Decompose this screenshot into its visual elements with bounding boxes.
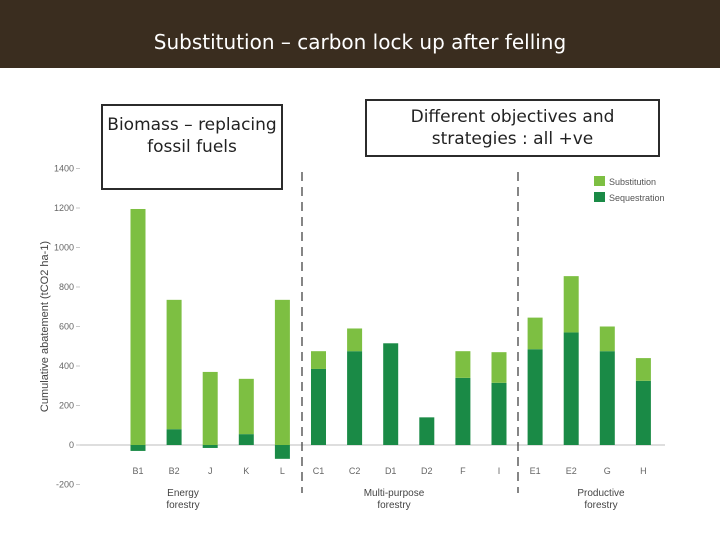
bar-sequestration-B2 [166, 429, 182, 445]
legend-swatch-substitution [594, 176, 605, 186]
bar-substitution-H [635, 358, 651, 381]
bar-substitution-L [274, 299, 290, 445]
x-tick-label: L [280, 466, 285, 476]
x-tick-label: E1 [530, 466, 541, 476]
y-tick-label: 1400 [54, 164, 74, 174]
legend-label-sequestration: Sequestration [609, 193, 665, 203]
group-label-line2: forestry [377, 500, 410, 511]
group-label-line1: Energy [167, 488, 199, 499]
bar-sequestration-H [635, 380, 651, 445]
bar-sequestration-C1 [311, 368, 326, 445]
x-tick-label: K [243, 466, 249, 476]
x-tick-label: J [208, 466, 213, 476]
y-tick-label: 800 [59, 282, 74, 292]
bar-substitution-E2 [563, 276, 579, 333]
group-label-line1: Multi-purpose [364, 488, 425, 499]
x-tick-label: D2 [421, 466, 433, 476]
slide-header: Substitution – carbon lock up after fell… [0, 0, 720, 68]
bar-sequestration-G [599, 351, 615, 445]
bar-sequestration-E2 [563, 332, 579, 445]
callout-objectives: Different objectives and strategies : al… [365, 99, 660, 157]
bar-substitution-G [599, 326, 615, 352]
bar-sequestration-J [202, 445, 218, 448]
y-tick-label: 400 [59, 361, 74, 371]
group-label-line1: Productive [577, 488, 625, 499]
legend-swatch-sequestration [594, 192, 605, 202]
x-tick-label: H [640, 466, 647, 476]
slide-title: Substitution – carbon lock up after fell… [153, 30, 567, 54]
y-tick-label: -200 [56, 480, 74, 490]
y-tick-label: 600 [59, 322, 74, 332]
bar-substitution-B1 [130, 208, 146, 445]
x-tick-label: B1 [132, 466, 143, 476]
bar-sequestration-L [274, 445, 290, 459]
bar-substitution-C2 [347, 328, 363, 352]
bar-sequestration-B1 [130, 445, 146, 451]
x-tick-label: C2 [349, 466, 361, 476]
y-tick-label: 200 [59, 401, 74, 411]
bar-sequestration-I [491, 382, 507, 445]
x-tick-label: B2 [169, 466, 180, 476]
y-tick-label: 0 [69, 440, 74, 450]
bar-sequestration-K [238, 434, 254, 445]
legend-label-substitution: Substitution [609, 177, 656, 187]
bar-substitution-C1 [311, 351, 326, 369]
group-label-line2: forestry [584, 500, 617, 511]
bar-substitution-B2 [166, 299, 182, 430]
bar-substitution-J [202, 371, 218, 445]
x-tick-label: G [604, 466, 611, 476]
y-tick-label: 1000 [54, 243, 74, 253]
bar-sequestration-D2 [419, 417, 435, 445]
y-tick-label: 1200 [54, 203, 74, 213]
x-tick-label: E2 [566, 466, 577, 476]
bar-substitution-I [491, 352, 507, 383]
bar-sequestration-E1 [527, 349, 543, 445]
bar-substitution-K [238, 378, 254, 435]
bar-sequestration-F [455, 377, 471, 445]
bar-substitution-E1 [527, 317, 543, 350]
bar-substitution-F [455, 351, 471, 378]
bar-sequestration-C2 [347, 351, 363, 445]
x-tick-label: C1 [313, 466, 325, 476]
group-label-line2: forestry [166, 500, 199, 511]
bar-sequestration-D1 [383, 343, 399, 445]
y-axis-label: Cumulative abatement (tCO2 ha-1) [39, 241, 51, 412]
callout-biomass: Biomass – replacing fossil fuels [101, 104, 283, 190]
x-tick-label: F [460, 466, 466, 476]
x-tick-label: D1 [385, 466, 397, 476]
x-tick-label: I [498, 466, 501, 476]
